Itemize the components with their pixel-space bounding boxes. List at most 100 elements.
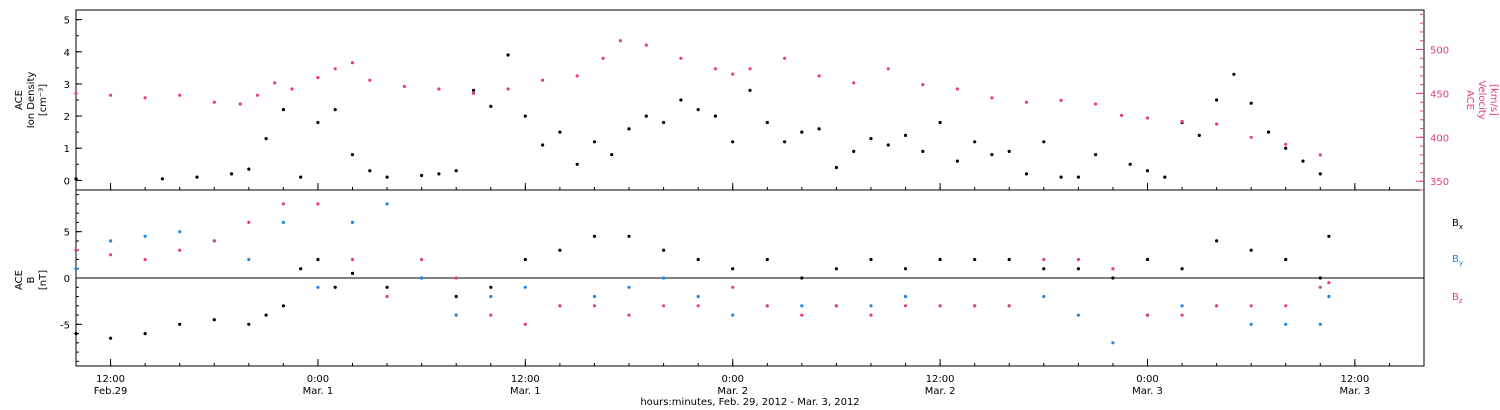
- density-tick-label-4: 4: [64, 48, 70, 59]
- velocity-point: [1094, 102, 1098, 106]
- velocity-point: [290, 87, 294, 91]
- bx-point: [731, 267, 735, 271]
- bz-point: [1145, 313, 1150, 317]
- by-point: [1180, 304, 1184, 308]
- x-tick-date-1: Mar. 1: [303, 386, 334, 397]
- bz-series: [74, 202, 1331, 326]
- density-point: [1215, 98, 1219, 102]
- density-point: [765, 120, 769, 125]
- density-point: [247, 167, 251, 171]
- legend-bz: Bz: [1452, 292, 1463, 305]
- x-tick-date-0: Feb.29: [94, 386, 128, 397]
- by-point: [1076, 313, 1080, 317]
- velocity-point: [471, 91, 476, 95]
- velocity-point: [1180, 119, 1184, 124]
- density-point: [471, 88, 476, 92]
- bz-point: [834, 304, 839, 308]
- legend-bx: Bx: [1452, 218, 1463, 231]
- x-tick-time-4: 12:00: [926, 374, 955, 385]
- density-point: [592, 140, 597, 144]
- bz-point: [143, 257, 147, 262]
- density-point: [1145, 169, 1150, 173]
- bz-point: [800, 313, 804, 317]
- bz-point: [74, 248, 78, 252]
- by-point: [800, 304, 804, 308]
- bz-point: [765, 304, 769, 308]
- by-point: [731, 313, 735, 317]
- x-tick-time-5: 0:00: [1136, 374, 1158, 385]
- bz-point: [1284, 304, 1288, 308]
- velocity-point: [1059, 98, 1063, 102]
- bx-point: [1145, 257, 1150, 262]
- velocity-point: [178, 93, 182, 97]
- density-point: [316, 120, 320, 125]
- density-point: [454, 169, 458, 173]
- bz-point: [1180, 313, 1184, 317]
- bx-point: [74, 332, 78, 336]
- b-label-line1: ACE: [14, 270, 25, 290]
- velocity-point: [1284, 142, 1288, 146]
- density-point: [679, 98, 683, 102]
- bx-point: [1327, 234, 1331, 238]
- x-axis-title: hours:minutes, Feb. 29, 2012 - Mar. 3, 2…: [640, 397, 859, 408]
- bx-point: [1318, 276, 1322, 280]
- bx-point: [765, 257, 769, 262]
- density-point: [506, 53, 510, 57]
- by-point: [869, 304, 873, 308]
- velocity-point: [273, 81, 277, 85]
- bz-point: [109, 253, 113, 257]
- velocity-tick-label-0: 350: [1430, 177, 1449, 188]
- density-point: [886, 143, 890, 147]
- density-point: [1232, 72, 1236, 76]
- density-point: [281, 108, 285, 112]
- density-tick-label-0: 0: [64, 176, 70, 187]
- density-point: [817, 127, 821, 131]
- bx-point: [696, 257, 700, 262]
- velocity-point: [955, 87, 960, 91]
- bz-point: [627, 313, 631, 317]
- density-tick-label-3: 3: [64, 80, 70, 91]
- density-point: [662, 120, 666, 125]
- bx-point: [1249, 248, 1253, 252]
- bz-point: [212, 239, 216, 243]
- bz-point: [1042, 257, 1046, 262]
- density-point: [1249, 101, 1253, 105]
- density-point: [1284, 146, 1288, 150]
- density-point: [1318, 172, 1322, 176]
- velocity-tick-label-3: 500: [1430, 46, 1449, 57]
- density-point: [1301, 159, 1305, 163]
- density-point: [834, 165, 839, 170]
- bz-point: [247, 220, 251, 224]
- velocity-tick-label-1: 400: [1430, 133, 1449, 144]
- velocity-point: [644, 43, 648, 47]
- by-point: [109, 239, 113, 243]
- density-point: [229, 172, 234, 176]
- by-point: [592, 294, 597, 299]
- bx-point: [627, 234, 631, 238]
- density-point: [1094, 153, 1098, 157]
- by-point: [143, 234, 147, 238]
- by-point: [1249, 322, 1253, 326]
- by-point: [1111, 341, 1115, 345]
- density-point: [852, 149, 856, 153]
- density-point: [264, 137, 268, 141]
- density-point: [903, 133, 908, 137]
- density-point: [973, 140, 977, 144]
- velocity-point: [1145, 116, 1150, 120]
- density-tick-label-5: 5: [64, 16, 70, 27]
- by-point: [281, 220, 285, 224]
- by-point: [489, 294, 493, 299]
- density-point: [368, 169, 372, 173]
- density-label-line1: ACE: [14, 90, 25, 110]
- density-point: [350, 153, 355, 157]
- velocity-point: [601, 56, 605, 60]
- by-point: [1284, 322, 1288, 326]
- bz-point: [489, 313, 493, 317]
- by-point: [903, 294, 908, 299]
- velocity-series: [74, 39, 1322, 157]
- bx-point: [662, 248, 666, 252]
- bx-point: [558, 248, 562, 252]
- density-point: [990, 153, 994, 157]
- b-tick-label-0: -5: [60, 320, 70, 331]
